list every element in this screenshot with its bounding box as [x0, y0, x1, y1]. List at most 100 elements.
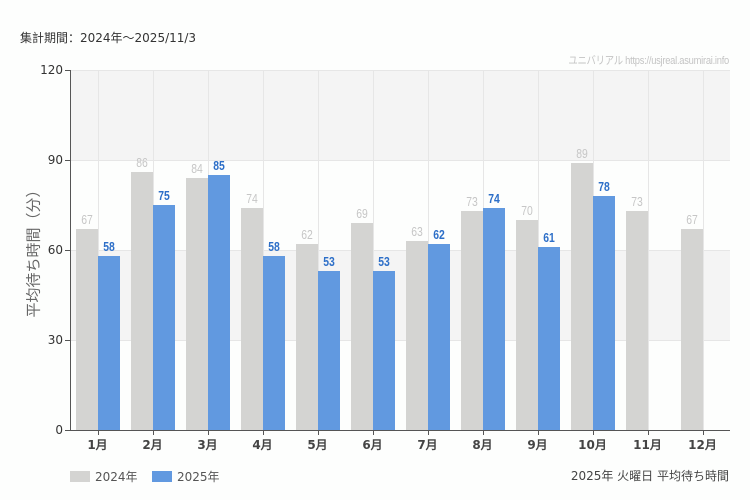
site-credit: ユニバリアル https://usjreal.asumirai.info: [568, 55, 729, 67]
x-tick: [648, 430, 649, 435]
plot-area: 67 58 86 75 84 85 74 58 62 53 69 53 63 62 73 74 70 61 89 78…: [70, 70, 730, 430]
bar-2024年-2月[interactable]: [130, 172, 153, 430]
v-gridline: [703, 70, 704, 430]
x-tick: [538, 430, 539, 435]
bar-value-label: 67: [80, 212, 93, 227]
y-tick-label: 120: [40, 63, 63, 77]
h-gridline: [70, 250, 730, 251]
bar-2025年-6月[interactable]: [372, 271, 395, 430]
legend-label-2025: 2025年: [177, 470, 220, 484]
x-tick-label: 1月: [87, 438, 108, 452]
bar-2024年-4月[interactable]: [240, 208, 263, 430]
h-gridline: [70, 70, 730, 71]
bar-value-label: 74: [245, 191, 258, 206]
grid-band: [70, 70, 730, 160]
bar-value-label: 78: [597, 179, 610, 194]
bar-2025年-5月[interactable]: [317, 271, 340, 430]
x-tick: [98, 430, 99, 435]
bar-2024年-9月[interactable]: [515, 220, 538, 430]
x-tick: [318, 430, 319, 435]
y-tick: [65, 430, 70, 431]
bar-value-label: 84: [190, 161, 203, 176]
y-tick-label: 0: [55, 423, 63, 437]
y-tick: [65, 250, 70, 251]
y-tick: [65, 160, 70, 161]
x-tick: [593, 430, 594, 435]
x-tick: [373, 430, 374, 435]
x-tick-label: 5月: [307, 438, 328, 452]
y-tick-label: 30: [47, 333, 63, 347]
bar-2024年-6月[interactable]: [350, 223, 373, 430]
bar-2025年-10月[interactable]: [592, 196, 615, 430]
y-tick-label: 60: [47, 243, 63, 257]
bar-value-label: 85: [212, 158, 225, 173]
x-tick-label: 10月: [578, 438, 607, 452]
bar-value-label: 53: [322, 254, 335, 269]
bar-value-label: 61: [542, 230, 555, 245]
bar-value-label: 86: [135, 155, 148, 170]
bar-2025年-4月[interactable]: [262, 256, 285, 430]
bar-value-label: 75: [157, 188, 170, 203]
legend-item-2024[interactable]: 2024年: [70, 468, 138, 485]
bar-value-label: 58: [267, 239, 280, 254]
bar-2025年-2月[interactable]: [152, 205, 175, 430]
v-gridline: [373, 70, 374, 430]
v-gridline: [98, 70, 99, 430]
grid-band: [70, 250, 730, 340]
bar-2025年-8月[interactable]: [482, 208, 505, 430]
x-tick-label: 9月: [527, 438, 548, 452]
bar-value-label: 62: [432, 227, 445, 242]
x-tick: [263, 430, 264, 435]
bar-value-label: 53: [377, 254, 390, 269]
x-tick-label: 6月: [362, 438, 383, 452]
grid-band: [70, 160, 730, 250]
y-axis: [70, 70, 71, 431]
h-gridline: [70, 340, 730, 341]
legend-swatch-2025: [152, 471, 172, 482]
x-tick-label: 12月: [688, 438, 717, 452]
bar-2024年-3月[interactable]: [185, 178, 208, 430]
bar-2024年-5月[interactable]: [295, 244, 318, 430]
bar-value-label: 63: [410, 224, 423, 239]
x-tick-label: 2月: [142, 438, 163, 452]
bar-2025年-3月[interactable]: [207, 175, 230, 430]
bar-value-label: 69: [355, 206, 368, 221]
y-axis-label: 平均待ち時間（分）: [24, 182, 43, 318]
v-gridline: [648, 70, 649, 430]
x-tick: [483, 430, 484, 435]
period-label: 集計期間：2024年～2025/11/3: [20, 31, 197, 45]
bar-2025年-7月[interactable]: [427, 244, 450, 430]
x-tick-label: 3月: [197, 438, 218, 452]
x-axis: [70, 430, 730, 431]
x-tick: [153, 430, 154, 435]
bar-2024年-8月[interactable]: [460, 211, 483, 430]
x-tick-label: 4月: [252, 438, 273, 452]
legend-swatch-2024: [70, 471, 90, 482]
v-gridline: [318, 70, 319, 430]
x-tick: [703, 430, 704, 435]
x-tick-label: 7月: [417, 438, 438, 452]
bar-2024年-12月[interactable]: [680, 229, 703, 430]
chart-caption: 2025年 火曜日 平均待ち時間: [570, 469, 729, 483]
bar-value-label: 73: [465, 194, 478, 209]
grid-band: [70, 340, 730, 430]
x-tick: [428, 430, 429, 435]
x-tick-label: 8月: [472, 438, 493, 452]
y-tick: [65, 340, 70, 341]
bar-value-label: 58: [102, 239, 115, 254]
bar-value-label: 74: [487, 191, 500, 206]
bar-2024年-1月[interactable]: [75, 229, 98, 430]
bar-2025年-9月[interactable]: [537, 247, 560, 430]
bar-value-label: 70: [520, 203, 533, 218]
bar-value-label: 62: [300, 227, 313, 242]
bar-value-label: 89: [575, 146, 588, 161]
bar-2024年-11月[interactable]: [625, 211, 648, 430]
bar-2024年-7月[interactable]: [405, 241, 428, 430]
x-tick: [208, 430, 209, 435]
y-tick-label: 90: [47, 153, 63, 167]
x-tick-label: 11月: [633, 438, 662, 452]
legend-label-2024: 2024年: [95, 470, 138, 484]
bar-2025年-1月[interactable]: [97, 256, 120, 430]
legend-item-2025[interactable]: 2025年: [152, 468, 220, 485]
bar-2024年-10月[interactable]: [570, 163, 593, 430]
